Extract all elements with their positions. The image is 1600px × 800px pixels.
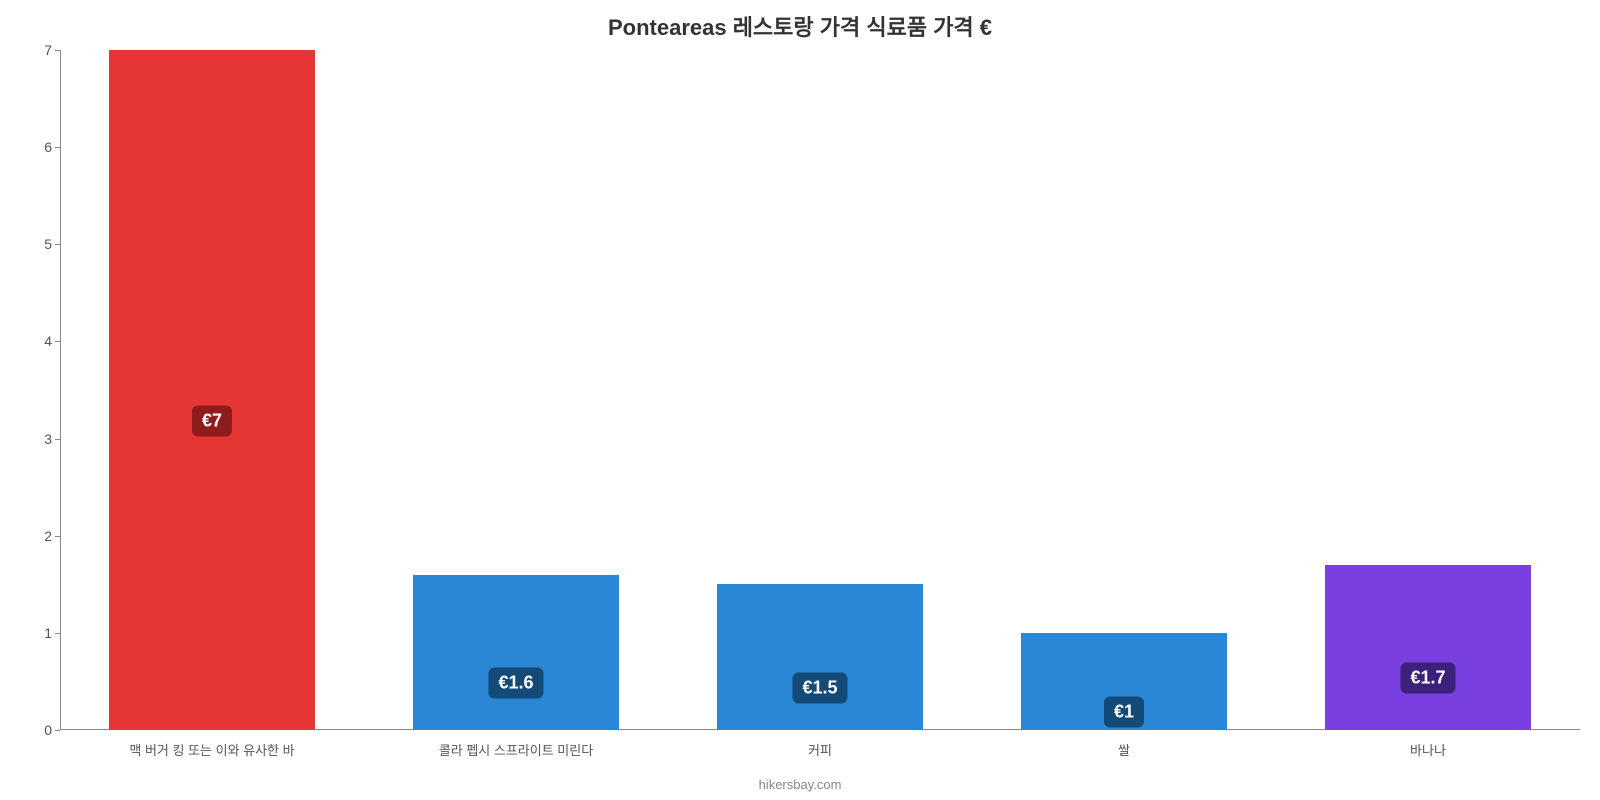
bar [109, 50, 316, 730]
xtick-label: 콜라 펩시 스프라이트 미린다 [439, 730, 593, 759]
xtick-label: 쌀 [1118, 730, 1130, 759]
chart-footer: hikersbay.com [0, 777, 1600, 792]
ytick-label: 0 [44, 722, 60, 738]
ytick-label: 4 [44, 333, 60, 349]
ytick-label: 6 [44, 139, 60, 155]
value-badge: €1.7 [1400, 663, 1455, 694]
chart-title: Ponteareas 레스토랑 가격 식료품 가격 € [0, 10, 1600, 42]
ytick-label: 2 [44, 528, 60, 544]
y-axis [60, 50, 61, 730]
bar-chart: Ponteareas 레스토랑 가격 식료품 가격 € 01234567€7맥 … [0, 0, 1600, 800]
ytick-label: 7 [44, 42, 60, 58]
value-badge: €1.5 [792, 673, 847, 704]
bar [413, 575, 620, 730]
value-badge: €7 [192, 406, 232, 437]
plot-area: 01234567€7맥 버거 킹 또는 이와 유사한 바€1.6콜라 펩시 스프… [60, 50, 1580, 730]
xtick-label: 바나나 [1410, 730, 1446, 759]
value-badge: €1 [1104, 697, 1144, 728]
bar [1325, 565, 1532, 730]
ytick-label: 5 [44, 236, 60, 252]
ytick-label: 3 [44, 431, 60, 447]
xtick-label: 맥 버거 킹 또는 이와 유사한 바 [129, 730, 294, 759]
xtick-label: 커피 [808, 730, 832, 759]
ytick-label: 1 [44, 625, 60, 641]
bar [717, 584, 924, 730]
value-badge: €1.6 [488, 668, 543, 699]
